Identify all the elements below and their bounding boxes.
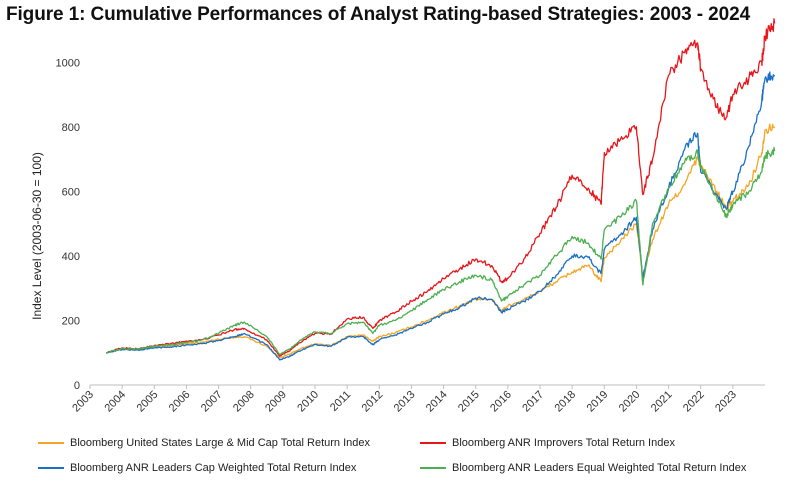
x-tick-label: 2020 [617,389,643,415]
series-line-3 [105,146,776,356]
y-axis-label: Index Level (2003-06-30 = 100) [30,152,44,320]
x-tick-label: 2012 [360,389,386,415]
x-tick-label: 2007 [199,389,225,415]
x-tick-label: 2018 [552,389,578,415]
x-tick-label: 2006 [167,389,193,415]
x-tick-label: 2017 [520,389,546,415]
x-tick-label: 2008 [231,389,257,415]
series-lines [105,18,776,361]
legend-label: Bloomberg United States Large & Mid Cap … [70,437,371,449]
x-tick-label: 2003 [70,389,96,415]
y-tick-label: 400 [62,251,80,263]
y-tick-labels: 0 200 400 600 800 1000 [56,57,80,392]
x-tick-label: 2013 [392,389,418,415]
legend-swatch [38,442,64,444]
y-tick-label: 1000 [56,57,80,69]
x-tick-label: 2005 [135,389,161,415]
x-tick-label: 2014 [424,389,450,415]
series-line-1 [105,18,776,357]
y-tick-label: 800 [62,122,80,134]
x-tick-label: 2019 [585,389,611,415]
x-tick-label: 2011 [328,389,353,414]
legend-swatch [38,467,64,469]
legend-label: Bloomberg ANR Improvers Total Return Ind… [452,437,675,449]
legend-label: Bloomberg ANR Leaders Cap Weighted Total… [70,462,357,474]
y-tick-label: 600 [62,186,80,198]
chart-title: Figure 1: Cumulative Performances of Ana… [6,4,751,25]
legend-swatch [420,442,446,444]
x-tick-label: 2010 [295,389,321,415]
x-tick-label: 2022 [681,389,707,415]
legend-swatch [420,467,446,469]
y-tick-label: 0 [74,380,80,392]
x-tick-label: 2021 [649,389,675,415]
x-tick-label: 2016 [488,389,514,415]
x-tick-label: 2015 [456,389,482,415]
series-line-2 [105,71,776,361]
legend-label: Bloomberg ANR Leaders Equal Weighted Tot… [452,462,747,474]
x-tick-labels: 2003 2004 2005 2006 2007 2008 2009 2010 2011 2012… [70,385,739,414]
y-tick-label: 200 [62,315,80,327]
legend-item-leaders-cap-weighted: Bloomberg ANR Leaders Cap Weighted Total… [38,462,356,474]
x-tick-label: 2004 [102,389,128,415]
legend-item-leaders-equal-weighted: Bloomberg ANR Leaders Equal Weighted Tot… [420,462,746,474]
legend-item-large-mid-cap: Bloomberg United States Large & Mid Cap … [38,437,370,449]
x-tick-label: 2009 [263,389,289,415]
legend-item-improvers: Bloomberg ANR Improvers Total Return Ind… [420,437,675,449]
series-line-0 [105,123,776,359]
x-tick-label: 2023 [713,389,739,415]
chart-legend: Bloomberg United States Large & Mid Cap … [0,433,800,488]
